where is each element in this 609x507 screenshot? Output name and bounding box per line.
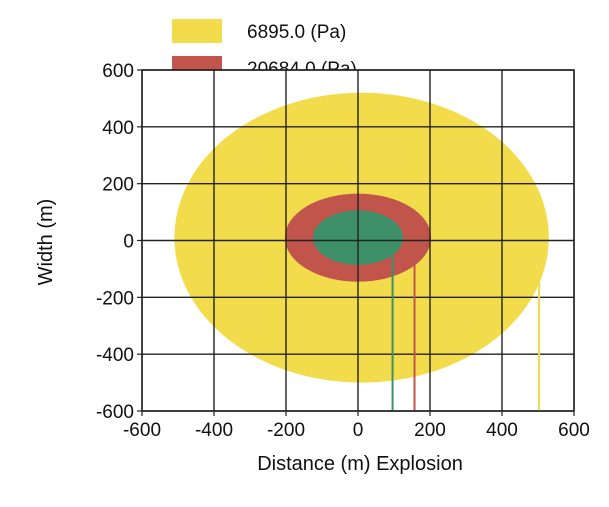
y-axis-ticks: 600 400 200 0 -200 -400 -600: [96, 61, 142, 423]
x-tick-label: -200: [267, 420, 305, 441]
x-tick-label: -600: [123, 420, 161, 441]
y-tick-label: -400: [96, 345, 134, 366]
y-axis-title: Width (m): [35, 199, 57, 286]
x-tick-label: 400: [486, 420, 518, 441]
distance-lines: [391, 254, 541, 411]
legend-swatch: [172, 19, 222, 43]
plot-area: [141, 69, 575, 412]
y-tick-label: 200: [102, 175, 134, 196]
x-tick-label: 0: [353, 420, 364, 441]
x-tick-label: -400: [195, 420, 233, 441]
x-axis-title: Distance (m) Explosion: [257, 453, 463, 475]
y-tick-label: 400: [102, 118, 134, 139]
y-tick-label: 600: [102, 61, 134, 82]
x-tick-label: 600: [558, 420, 590, 441]
pressure-regions: [174, 92, 549, 383]
y-tick-label: -200: [96, 288, 134, 309]
x-axis-ticks: -600 -400 -200 0 200 400 600: [123, 411, 590, 441]
y-tick-label: -600: [96, 402, 134, 423]
y-tick-label: 0: [123, 232, 134, 253]
x-tick-label: 200: [414, 420, 446, 441]
legend-label: 6895.0 (Pa): [247, 22, 346, 43]
